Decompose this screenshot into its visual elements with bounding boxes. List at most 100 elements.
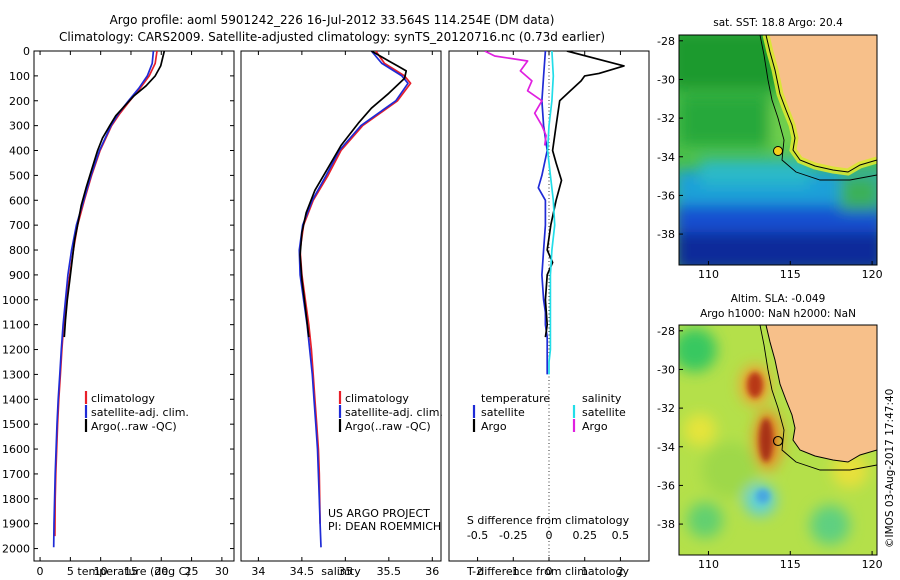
legend-satellite-label: satellite-adj. clim. bbox=[91, 406, 189, 419]
sst-map-frame bbox=[678, 34, 878, 266]
legend-argo-label: Argo(..raw -QC) bbox=[345, 420, 431, 433]
legend-argo-label: Argo(..raw -QC) bbox=[91, 420, 177, 433]
sst-field bbox=[679, 35, 877, 265]
temperature-axes-frame bbox=[33, 50, 235, 562]
salinity-x-ticks: 34 34.5 35 35.5 36 bbox=[251, 51, 439, 578]
map-y-tick-label: -30 bbox=[657, 73, 675, 86]
pi-annotation: PI: DEAN ROEMMICH bbox=[328, 520, 441, 533]
s-difference-x-ticks: -0.5 -0.25 0 0.25 0.5 bbox=[467, 529, 629, 542]
series-line-temperature-satellite bbox=[537, 51, 549, 375]
x-tick-label: 0 bbox=[37, 565, 44, 578]
temperature-series bbox=[52, 51, 166, 548]
x2-tick-label: 0.5 bbox=[612, 529, 630, 542]
map-x-tick-label: 115 bbox=[780, 558, 801, 571]
depth-tick-label: 1400 bbox=[2, 393, 30, 406]
map-y-tick-label: -36 bbox=[657, 479, 675, 492]
salinity-legend: climatology satellite-adj. clim. Argo(..… bbox=[338, 391, 443, 433]
depth-tick-label: 400 bbox=[9, 145, 30, 158]
depth-tick-label: 1100 bbox=[2, 319, 30, 332]
x2-tick-label: -0.25 bbox=[499, 529, 527, 542]
depth-tick-label: 1700 bbox=[2, 468, 30, 481]
x2-tick-label: -0.5 bbox=[467, 529, 488, 542]
legend-t-satellite-label: satellite bbox=[481, 406, 525, 419]
x-tick-label: 1 bbox=[581, 565, 588, 578]
x-tick-label: 20 bbox=[154, 565, 168, 578]
x-tick-label: 2 bbox=[617, 565, 624, 578]
series-line-satellite-adj-clim- bbox=[298, 51, 409, 548]
x2-tick-label: 0.25 bbox=[572, 529, 597, 542]
legend-s-argo-label: Argo bbox=[582, 420, 608, 433]
x-tick-label: 15 bbox=[124, 565, 138, 578]
depth-tick-label: 1600 bbox=[2, 443, 30, 456]
series-line-argo-raw-qc- bbox=[63, 51, 166, 338]
sla-map-title-line2: Argo h1000: NaN h2000: NaN bbox=[700, 308, 856, 320]
series-line-temperature-argo bbox=[544, 51, 625, 338]
temperature-legend: climatology satellite-adj. clim. Argo(..… bbox=[84, 391, 189, 433]
temperature-x-label: temperature (deg C) bbox=[77, 565, 190, 578]
map-x-tick-label: 115 bbox=[780, 268, 801, 281]
temperature-panel: 0100200300400500600700800900100011001200… bbox=[2, 45, 649, 578]
sla-map-frame bbox=[678, 324, 878, 556]
land-mass bbox=[766, 35, 877, 172]
difference-legend: temperature salinity satellite Argo sate… bbox=[472, 392, 626, 433]
depth-tick-label: 800 bbox=[9, 244, 30, 257]
imos-credit: ©IMOS 03-Aug-2017 17:47:40 bbox=[884, 389, 896, 548]
sst-map: sat. SST: 18.8 Argo: 20.4 110 115 120 -28 -3… bbox=[657, 17, 883, 281]
depth-tick-label: 200 bbox=[9, 95, 30, 108]
t-difference-x-label: T difference from climatology bbox=[466, 565, 629, 578]
sla-map-title-line1: Altim. SLA: -0.049 bbox=[731, 293, 826, 305]
x-tick-label: 34 bbox=[251, 565, 265, 578]
map-y-tick-label: -28 bbox=[657, 325, 675, 338]
salinity-series bbox=[298, 51, 412, 548]
temperature-x-ticks: 0 5 10 15 20 25 30 bbox=[37, 51, 229, 578]
depth-tick-label: 0 bbox=[23, 45, 30, 58]
x-tick-label: -1 bbox=[508, 565, 519, 578]
series-line-salinity-satellite bbox=[546, 51, 556, 375]
series-line-argo-raw-qc- bbox=[299, 51, 408, 338]
sla-map: Altim. SLA: -0.049 Argo h1000: NaN h2000… bbox=[657, 293, 883, 571]
project-annotation: US ARGO PROJECT bbox=[328, 507, 430, 520]
t-difference-x-ticks: -2 -1 0 1 2 bbox=[472, 51, 624, 578]
map-y-tick-label: -30 bbox=[657, 363, 675, 376]
salinity-x-label: salinity bbox=[321, 565, 361, 578]
depth-tick-label: 1800 bbox=[2, 493, 30, 506]
map-x-tick-label: 110 bbox=[698, 558, 719, 571]
land-mass bbox=[766, 325, 877, 462]
legend-temperature-header: temperature bbox=[481, 392, 550, 405]
legend-climatology-label: climatology bbox=[345, 392, 409, 405]
difference-panel: -2 -1 0 1 2 -0.5 -0.25 0 0.25 0.5 temperature sa… bbox=[448, 50, 650, 578]
depth-tick-label: 700 bbox=[9, 219, 30, 232]
x-tick-label: 10 bbox=[94, 565, 108, 578]
map-x-tick-label: 110 bbox=[698, 268, 719, 281]
x-tick-label: 25 bbox=[185, 565, 199, 578]
map-y-tick-label: -38 bbox=[657, 518, 675, 531]
depth-tick-label: 1000 bbox=[2, 294, 30, 307]
legend-t-argo-label: Argo bbox=[481, 420, 507, 433]
map-y-tick-label: -28 bbox=[657, 35, 675, 48]
legend-s-satellite-label: satellite bbox=[582, 406, 626, 419]
depth-tick-label: 500 bbox=[9, 169, 30, 182]
x-tick-label: 30 bbox=[215, 565, 229, 578]
depth-tick-label: 1300 bbox=[2, 368, 30, 381]
depth-tick-label: 900 bbox=[9, 269, 30, 282]
sst-map-ticks: 110 115 120 -28 -30 -32 -34 -36 -38 bbox=[657, 35, 883, 281]
x-tick-label: -2 bbox=[472, 565, 483, 578]
argo-float-marker bbox=[773, 146, 783, 156]
sst-map-title: sat. SST: 18.8 Argo: 20.4 bbox=[713, 17, 843, 29]
map-y-tick-label: -36 bbox=[657, 189, 675, 202]
argo-float-marker bbox=[772, 435, 784, 447]
sla-field bbox=[679, 325, 877, 555]
x-tick-label: 35.5 bbox=[377, 565, 402, 578]
map-y-tick-label: -34 bbox=[657, 441, 675, 454]
legend-climatology-label: climatology bbox=[91, 392, 155, 405]
depth-tick-label: 1500 bbox=[2, 418, 30, 431]
figure-title-line1: Argo profile: aoml 5901242_226 16-Jul-20… bbox=[110, 13, 555, 27]
x-tick-label: 36 bbox=[425, 565, 439, 578]
depth-tick-label: 2000 bbox=[2, 543, 30, 556]
difference-series bbox=[484, 51, 625, 375]
s-difference-x-label: S difference from climatology bbox=[467, 514, 630, 527]
x-tick-label: 0 bbox=[546, 565, 553, 578]
depth-tick-label: 1200 bbox=[2, 344, 30, 357]
x2-tick-label: 0 bbox=[546, 529, 553, 542]
